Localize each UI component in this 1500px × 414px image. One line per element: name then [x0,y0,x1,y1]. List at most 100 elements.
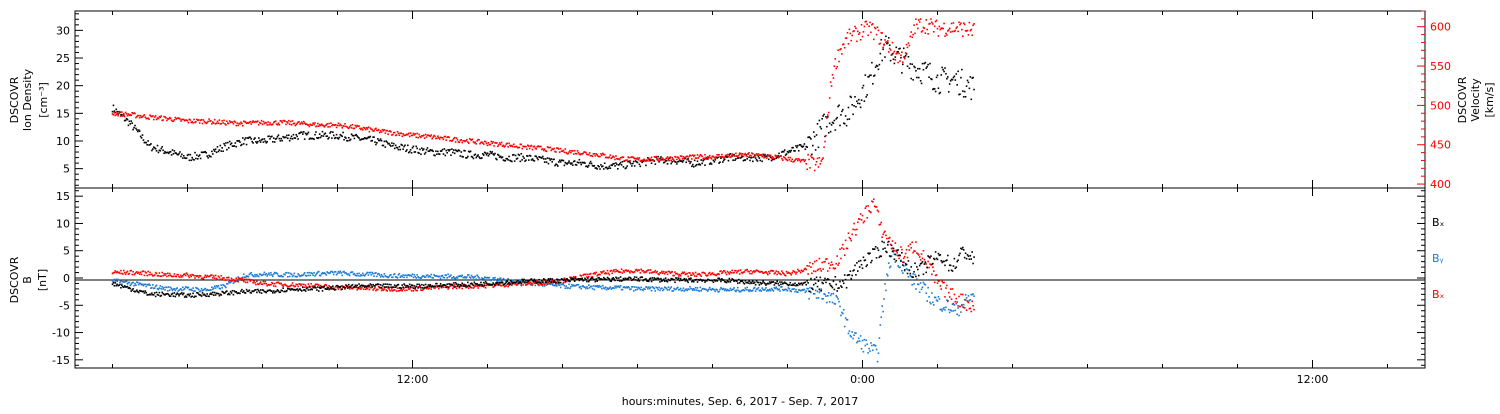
velocity-point [611,156,613,159]
bx-point [684,280,687,282]
velocity-point [594,155,597,157]
by-point [887,262,890,264]
velocity-point [769,154,772,157]
bx-point [287,287,289,290]
velocity-point [557,148,560,150]
velocity-point [152,118,155,121]
bz-point [863,220,866,223]
by-point [646,286,648,288]
by-point [177,290,179,292]
density-point [448,150,450,152]
bz-point [391,288,393,290]
velocity-point [583,151,585,153]
density-point [349,138,352,141]
velocity-point [308,125,311,128]
bz-point [152,275,154,277]
velocity-point [501,145,504,147]
density-point [214,148,217,151]
bz-point [344,288,346,290]
by-point [275,272,278,274]
bx-point [582,279,584,282]
bx-point [111,283,114,286]
bz-point [919,259,922,261]
by-point [873,344,876,347]
bx-point [212,294,215,297]
by-point [857,340,859,343]
bz-point [950,298,953,300]
bx-point [467,284,470,287]
bx-point [412,287,415,290]
density-point [896,51,898,53]
bx-point [602,278,604,281]
by-point [767,289,770,292]
velocity-point [272,121,275,124]
bz-point [386,290,388,292]
bx-point [205,295,208,298]
bz-point [759,271,762,273]
velocity-point [625,159,628,162]
velocity-point [882,46,884,49]
velocity-point [906,46,909,49]
density-point [933,88,936,90]
bz-point [629,272,631,274]
bx-point [700,279,703,281]
density-point [702,159,704,162]
bx-point [343,286,345,289]
velocity-point [213,118,216,121]
by-point [217,284,220,287]
velocity-point [535,148,538,150]
velocity-point [719,155,721,158]
bz-point [834,267,837,270]
bz-point [188,276,191,279]
density-point [595,167,598,169]
bx-point [570,277,572,280]
bz-point [113,271,116,274]
velocity-point [913,24,915,26]
velocity-point [142,115,145,117]
by-point [571,283,573,286]
velocity-point [636,157,639,159]
bx-point [391,286,393,288]
by-point [487,277,490,279]
bx-point [233,290,236,292]
density-point [204,150,207,153]
velocity-point [546,146,549,148]
bx-point [738,282,741,284]
velocity-point [558,151,561,153]
velocity-point [706,158,708,160]
velocity-point [392,131,395,134]
bz-point [546,283,549,285]
density-point [719,161,721,164]
bx-point [183,296,186,298]
bx-point [925,271,928,274]
bz-point [269,283,271,286]
density-point [170,154,173,156]
bx-point [167,292,169,295]
density-point [729,153,732,155]
by-point [893,253,896,256]
bz-point [666,273,669,276]
bz-point [932,266,934,269]
bx-point [795,284,797,287]
bz-point [939,285,942,287]
bx-point [728,277,731,280]
density-point [485,153,488,156]
by-point [157,288,160,291]
bx-point [862,256,865,259]
velocity-point [600,153,602,155]
by-point [277,275,280,277]
by-point [197,288,200,291]
bx-point [296,288,298,290]
bz-point [190,275,193,278]
bz-point [813,260,816,263]
bz-point [233,279,236,282]
velocity-point [605,156,608,159]
velocity-point [155,118,158,121]
by-point [278,275,281,277]
density-point [259,141,262,143]
by-point [709,288,712,291]
bz-point [182,273,185,276]
density-point [178,152,180,155]
velocity-point [833,65,836,67]
by-point [354,274,357,276]
